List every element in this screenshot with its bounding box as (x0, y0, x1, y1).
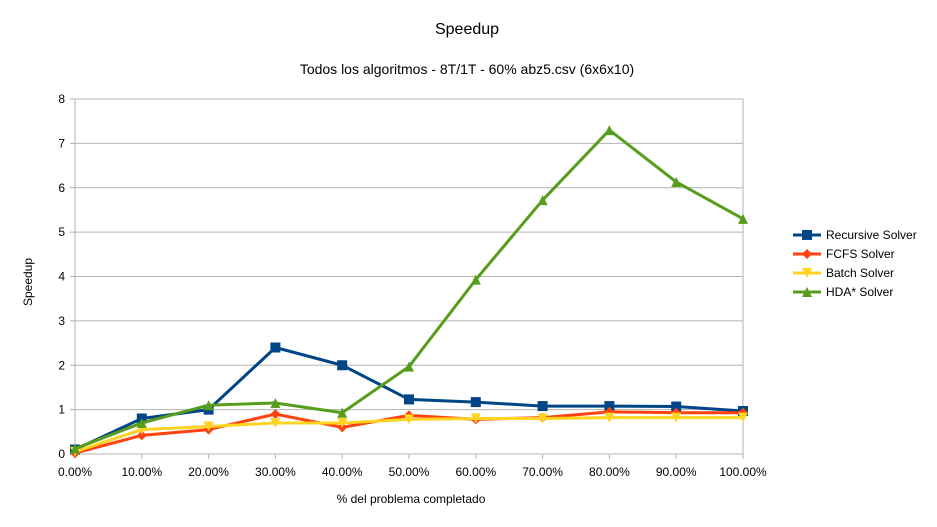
x-tick-label: 50.00% (389, 465, 430, 479)
legend-marker (802, 268, 812, 278)
data-point-recursive-solver (537, 401, 548, 412)
data-point-recursive-solver (470, 397, 481, 408)
data-point-batch-solver (203, 421, 214, 432)
data-point-batch-solver (604, 412, 615, 423)
legend-item-recursive-solver: Recursive Solver (793, 228, 917, 242)
data-point-recursive-solver (671, 401, 682, 412)
data-point-recursive-solver (404, 394, 414, 405)
data-point-hda-solver (203, 400, 214, 411)
data-point-batch-solver (337, 417, 348, 428)
x-tick-label: 80.00% (589, 465, 630, 479)
x-tick-label: 90.00% (656, 465, 697, 479)
data-point-batch-solver (537, 413, 548, 424)
data-point-hda-solver (70, 443, 80, 454)
x-tick-label: 30.00% (255, 465, 296, 479)
legend-item-fcfs-solver: FCFS Solver (793, 247, 895, 261)
x-axis-label: % del problema completado (337, 492, 486, 506)
legend-marker (802, 249, 812, 259)
y-tick-label: 1 (58, 403, 65, 417)
data-point-fcfs-solver (270, 409, 281, 420)
y-tick-label: 0 (58, 447, 65, 461)
data-point-hda-solver (404, 361, 414, 372)
data-point-batch-solver (738, 412, 748, 423)
series-hda-solver (70, 125, 748, 454)
data-point-recursive-solver (604, 401, 615, 412)
y-tick-label: 6 (58, 181, 65, 195)
data-point-hda-solver (604, 125, 615, 136)
x-tick-label: 10.00% (121, 465, 162, 479)
data-point-hda-solver (337, 407, 348, 418)
legend-label: Batch Solver (826, 266, 894, 280)
y-tick-label: 5 (58, 225, 65, 239)
data-point-fcfs-solver (136, 430, 147, 441)
chart-title: Speedup (435, 21, 499, 38)
data-point-hda-solver (470, 274, 481, 285)
x-tick-label: 0.00% (58, 465, 92, 479)
legend: Recursive Solver FCFS Solver Batch Solver H… (793, 228, 917, 299)
series-lines (70, 125, 748, 459)
data-point-hda-solver (537, 195, 548, 206)
data-point-batch-solver (270, 417, 281, 428)
y-tick-label: 8 (58, 92, 65, 106)
series-batch-solver (70, 412, 748, 457)
legend-marker (802, 287, 812, 297)
y-tick-label: 2 (58, 358, 65, 372)
chart-subtitle: Todos los algoritmos - 8T/1T - 60% abz5.… (300, 61, 634, 77)
data-point-hda-solver (136, 417, 147, 428)
legend-label: FCFS Solver (826, 247, 895, 261)
legend-item-hda-solver: HDA* Solver (793, 285, 893, 299)
legend-label: Recursive Solver (826, 228, 917, 242)
x-tick-label: 100.00% (719, 465, 767, 479)
data-point-batch-solver (404, 414, 414, 425)
y-axis-label: Speedup (21, 258, 35, 306)
data-point-hda-solver (738, 213, 748, 224)
data-point-batch-solver (671, 412, 682, 423)
x-tick-label: 70.00% (522, 465, 563, 479)
y-tick-label: 3 (58, 314, 65, 328)
y-tick-label: 4 (58, 270, 65, 284)
data-point-batch-solver (470, 413, 481, 424)
y-tick-label: 7 (58, 136, 65, 150)
x-tick-label: 20.00% (188, 465, 229, 479)
legend-marker (802, 230, 812, 240)
data-point-recursive-solver (337, 360, 348, 371)
x-tick-label: 40.00% (322, 465, 363, 479)
data-point-hda-solver (671, 176, 682, 187)
legend-item-batch-solver: Batch Solver (793, 266, 894, 280)
data-point-recursive-solver (270, 342, 281, 353)
legend-label: HDA* Solver (826, 285, 893, 299)
data-point-hda-solver (270, 397, 281, 408)
x-tick-label: 60.00% (455, 465, 496, 479)
series-recursive-solver (70, 342, 748, 455)
